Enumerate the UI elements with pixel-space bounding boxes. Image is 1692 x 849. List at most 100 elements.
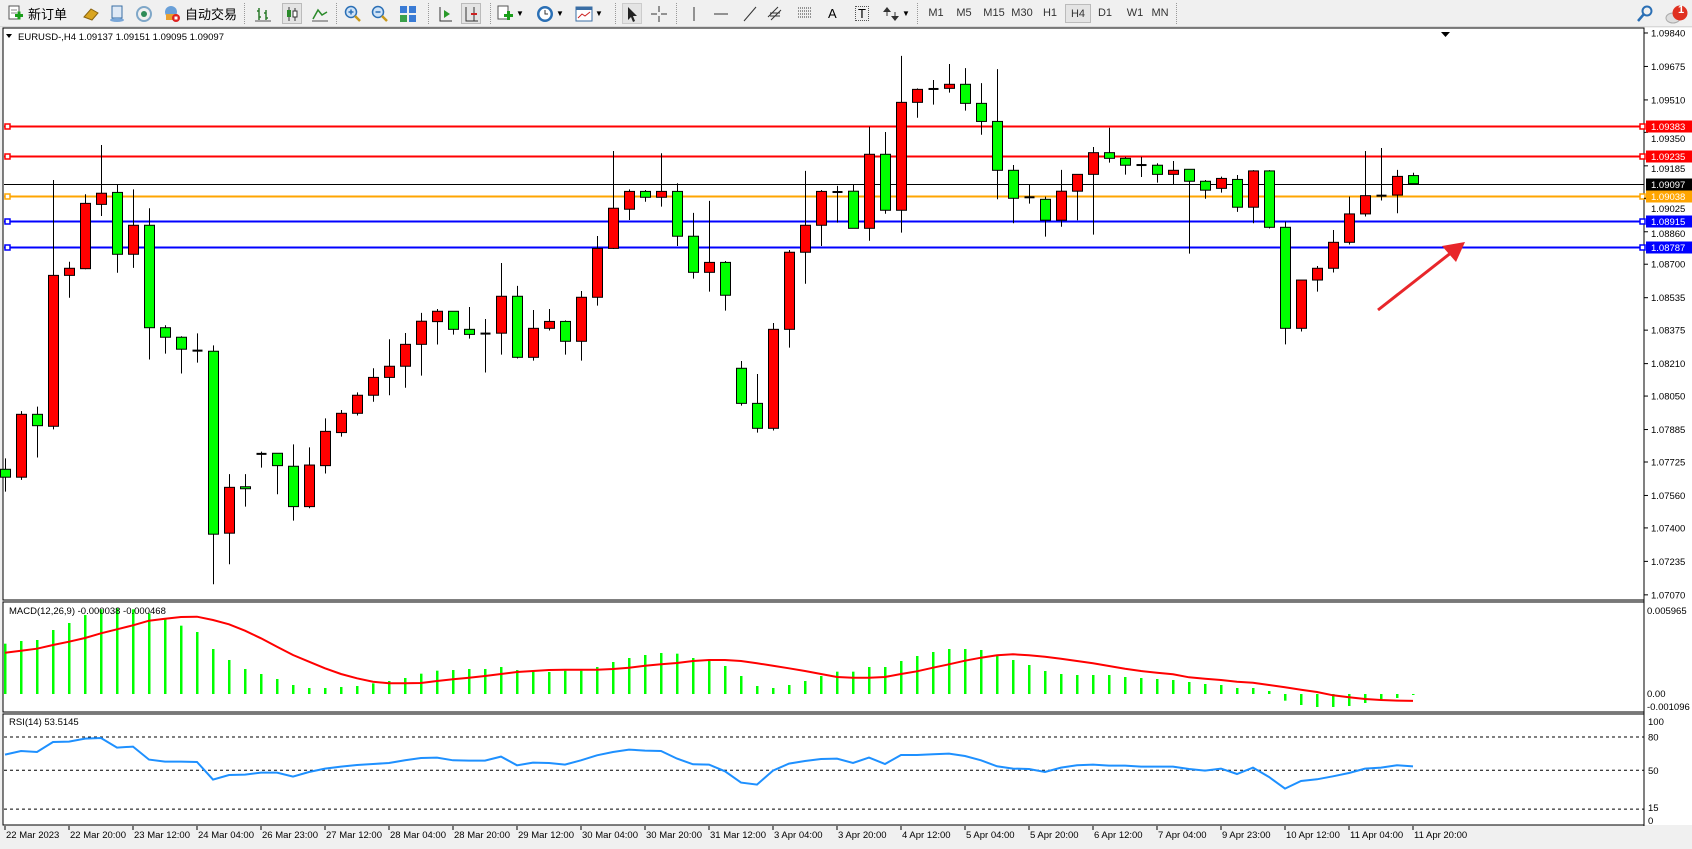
bar-chart-icon[interactable]: [254, 3, 272, 24]
candle-body: [160, 327, 171, 338]
candle-body: [384, 365, 395, 378]
timeframe-m15[interactable]: M15: [983, 7, 1005, 19]
rsi-axis-label: 80: [1648, 732, 1659, 743]
level-handle-left[interactable]: [4, 193, 11, 200]
zoom-in-icon[interactable]: [344, 3, 362, 24]
candle: [656, 153, 667, 207]
level-handle-left[interactable]: [4, 153, 11, 160]
macd-histogram-bar: [1140, 678, 1143, 694]
level-handle-right[interactable]: [1639, 218, 1646, 225]
candle-body: [624, 190, 635, 210]
chart-shift-marker-icon[interactable]: [1441, 32, 1450, 37]
annotation-arrow[interactable]: [1377, 242, 1465, 312]
horizontal-line-icon[interactable]: [712, 3, 730, 24]
time-label: 7 Apr 04:00: [1158, 830, 1207, 841]
time-label: 9 Apr 23:00: [1222, 830, 1271, 841]
notification-button[interactable]: 1: [1664, 3, 1688, 24]
timeframe-mn[interactable]: MN: [1151, 7, 1169, 19]
time-label: 31 Mar 12:00: [710, 830, 766, 841]
macd-histogram-bar: [1204, 684, 1207, 694]
time-label: 28 Mar 04:00: [390, 830, 446, 841]
candle: [1088, 146, 1099, 235]
level-handle-right[interactable]: [1639, 193, 1646, 200]
candle: [1008, 165, 1019, 224]
macd-histogram-bar: [52, 630, 55, 694]
level-handle-left[interactable]: [4, 244, 11, 251]
candle: [976, 83, 987, 135]
candle: [1152, 163, 1163, 183]
cursor-icon[interactable]: [622, 3, 642, 24]
timeframe-m30[interactable]: M30: [1011, 7, 1033, 19]
candle-body: [416, 320, 427, 345]
macd-histogram-bar: [1028, 665, 1031, 694]
equidistant-channel-icon[interactable]: [766, 3, 784, 24]
vertical-line-icon[interactable]: [685, 3, 703, 24]
notification-icon: [1664, 5, 1688, 23]
level-handle-left[interactable]: [4, 123, 11, 130]
level-handle-right[interactable]: [1639, 244, 1646, 251]
candle-body: [32, 413, 43, 427]
price-pane[interactable]: [2, 27, 1645, 601]
chart-window[interactable]: 1.09840 1.09675 1.09510 1.09350 1.09185 1.090…: [0, 27, 1692, 849]
timeframe-w1[interactable]: W1: [1126, 7, 1144, 19]
periods-icon[interactable]: ▼: [536, 3, 564, 24]
timeframe-h4[interactable]: H4: [1065, 4, 1091, 23]
auto-trading-button[interactable]: 自动交易: [163, 3, 237, 24]
market-watch-icon[interactable]: [108, 3, 126, 24]
templates-icon[interactable]: ▼: [575, 3, 603, 24]
timeframe-d1[interactable]: D1: [1097, 7, 1113, 19]
macd-histogram-bar: [116, 608, 119, 694]
macd-histogram-bar: [516, 670, 519, 694]
zoom-out-icon[interactable]: [371, 3, 389, 24]
rsi-pane[interactable]: [2, 713, 1645, 826]
indicators-icon[interactable]: ▼: [496, 3, 524, 24]
candle: [880, 131, 891, 214]
level-handle-right[interactable]: [1639, 123, 1646, 130]
candle: [512, 285, 523, 359]
notification-count: 1: [1677, 4, 1685, 16]
macd-histogram-bar: [4, 643, 7, 694]
trendline-icon[interactable]: [741, 3, 759, 24]
macd-histogram-bar: [1076, 674, 1079, 694]
candle: [768, 323, 779, 431]
candle: [320, 418, 331, 474]
candle-body: [1120, 157, 1131, 166]
rsi-axis-label: 15: [1648, 803, 1659, 814]
chart-header-dropdown-icon[interactable]: [6, 34, 12, 38]
new-order-button[interactable]: 新订单: [6, 3, 67, 24]
candle: [384, 339, 395, 396]
candle-body: [208, 350, 219, 535]
level-handle-right[interactable]: [1639, 153, 1646, 160]
candlestick-icon[interactable]: [282, 3, 302, 24]
macd-histogram-bar: [980, 649, 983, 694]
macd-histogram-bar: [388, 681, 391, 694]
macd-histogram-bar: [340, 687, 343, 694]
search-icon[interactable]: [1636, 3, 1654, 24]
separator: [615, 3, 617, 24]
timeframe-m1[interactable]: M1: [928, 7, 944, 19]
candle-body: [896, 101, 907, 211]
level-price-label: 1.09038: [1651, 192, 1685, 203]
gold-icon[interactable]: [82, 3, 100, 24]
time-label: 26 Mar 23:00: [262, 830, 318, 841]
timeframe-h1[interactable]: H1: [1042, 7, 1058, 19]
candle: [544, 309, 555, 331]
level-price-label: 1.08915: [1651, 217, 1685, 228]
arrows-icon[interactable]: ▼: [882, 3, 910, 24]
timeframe-m5[interactable]: M5: [956, 7, 972, 19]
macd-histogram-bar: [356, 686, 359, 694]
candle-body: [592, 247, 603, 298]
tile-windows-icon[interactable]: [399, 3, 417, 24]
signals-icon[interactable]: [135, 3, 153, 24]
auto-scroll-icon[interactable]: [436, 3, 454, 24]
text-label-icon[interactable]: T: [855, 6, 869, 21]
candle-body: [1216, 177, 1227, 189]
chart-shift-icon[interactable]: [461, 3, 481, 24]
level-handle-left[interactable]: [4, 218, 11, 225]
macd-histogram-bar: [948, 649, 951, 694]
line-chart-icon[interactable]: [311, 3, 329, 24]
text-icon[interactable]: A: [828, 6, 837, 21]
macd-histogram-bar: [1092, 674, 1095, 694]
crosshair-icon[interactable]: [650, 3, 668, 24]
fibonacci-icon[interactable]: [796, 3, 814, 24]
